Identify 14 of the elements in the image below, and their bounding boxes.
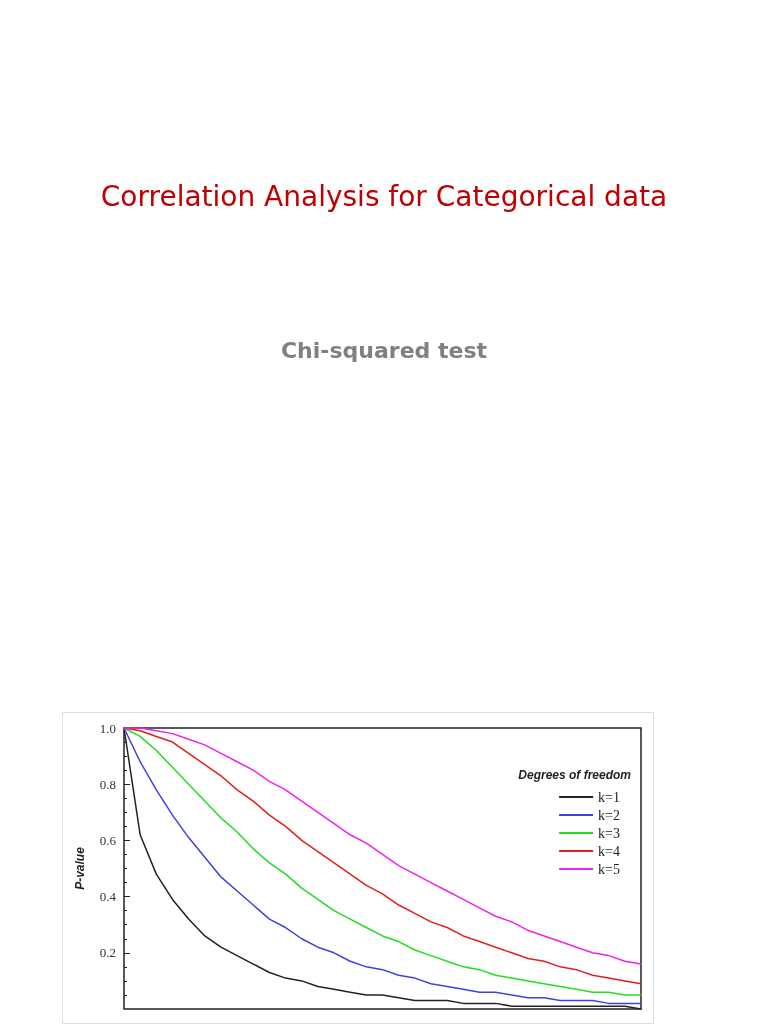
y-tick-label: 0.4 bbox=[99, 889, 117, 905]
y-tick-label: 0.6 bbox=[99, 832, 117, 848]
legend-label: k=1 bbox=[598, 789, 621, 805]
legend-label: k=3 bbox=[598, 825, 621, 841]
chart-title: Correlation Analysis for Categorical data bbox=[99, 180, 669, 213]
legend-label: k=4 bbox=[598, 843, 621, 859]
y-tick-label: 1.0 bbox=[99, 720, 116, 736]
y-tick-label: 0.2 bbox=[99, 945, 116, 961]
legend-label: k=5 bbox=[598, 861, 621, 877]
y-tick-label: 0.8 bbox=[99, 776, 116, 792]
legend-title: Degrees of freedom bbox=[518, 768, 632, 782]
chart-subtitle: Chi-squared test bbox=[279, 338, 489, 363]
legend-label: k=2 bbox=[598, 807, 621, 823]
y-axis-title: P-value bbox=[73, 846, 87, 890]
